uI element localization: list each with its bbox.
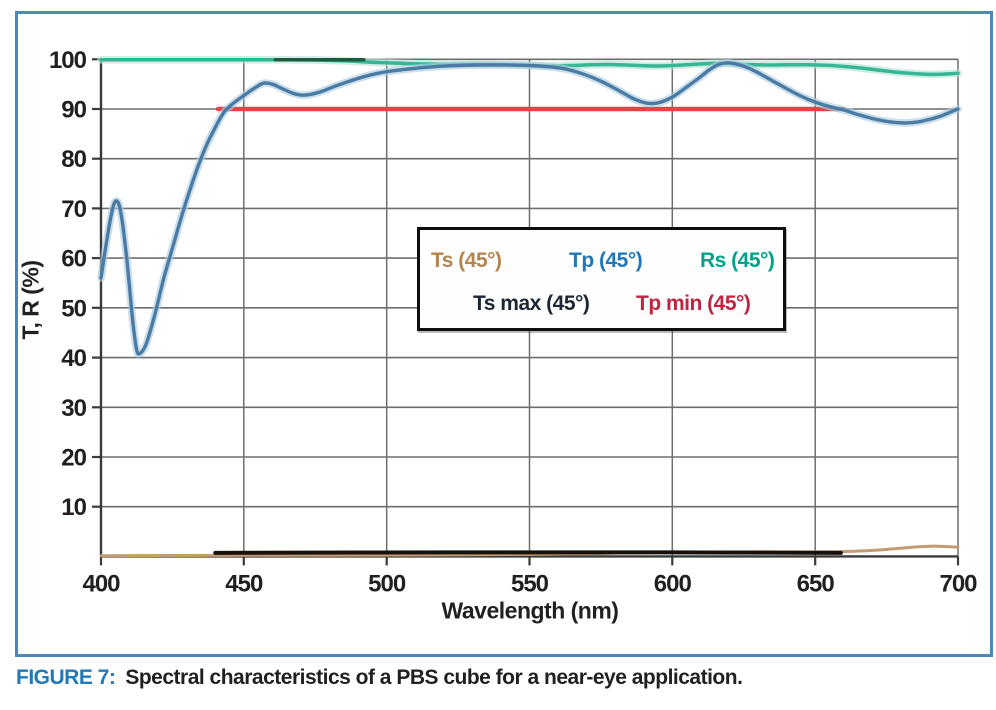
legend-item-ts-max: Ts max (45°) [473,292,590,315]
x-tick-650: 650 [797,570,835,597]
y-tick-50: 50 [61,295,86,322]
legend-item-tp-min: Tp min (45°) [636,292,751,315]
chart-legend: Ts (45°) Tp (45°) Rs (45°) Ts max (45°) … [417,227,786,331]
y-tick-30: 30 [61,395,86,422]
x-tick-500: 500 [368,570,406,597]
legend-item-rs: Rs (45°) [700,249,775,272]
figure-frame [15,11,993,657]
series-tp-line [99,61,960,356]
x-tick-labels: 400 450 500 550 600 650 700 [82,570,978,597]
legend-item-ts: Ts (45°) [431,249,502,272]
figure-caption-label: FIGURE 7: [16,666,116,689]
figure-caption-text: Spectral characteristics of a PBS cube f… [125,666,743,689]
y-tick-10: 10 [61,494,86,521]
y-tick-80: 80 [61,146,86,173]
x-tick-700: 700 [939,570,977,597]
x-tick-600: 600 [654,570,692,597]
series-lines [97,55,962,558]
y-tick-60: 60 [61,246,86,273]
y-tick-40: 40 [61,345,86,372]
x-tick-450: 450 [225,570,263,597]
y-tick-70: 70 [61,196,86,223]
series-ts-max-line [213,550,843,555]
y-tick-labels: 10 20 30 40 50 60 70 80 90 100 [49,47,88,521]
x-tick-550: 550 [511,570,549,597]
y-tick-100: 100 [49,47,87,74]
x-axis-title: Wavelength (nm) [441,597,619,624]
y-tick-20: 20 [61,445,86,472]
x-tick-400: 400 [82,570,120,597]
y-axis-title: T, R (%) [17,260,44,340]
y-tick-90: 90 [61,97,86,124]
legend-item-tp: Tp (45°) [569,249,643,272]
figure-caption: FIGURE 7: Spectral characteristics of a P… [16,666,743,690]
